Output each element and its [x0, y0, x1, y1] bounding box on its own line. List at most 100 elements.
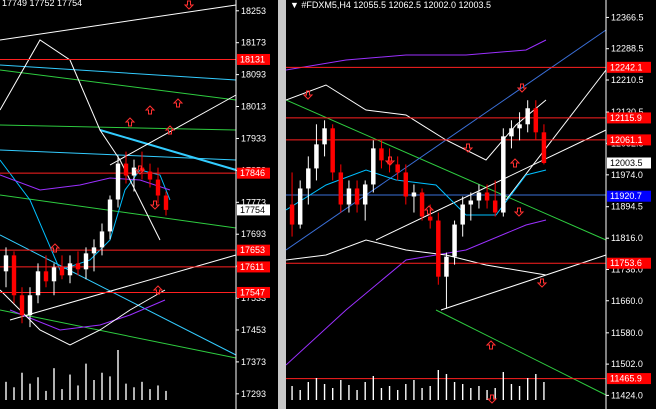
candle	[517, 112, 522, 141]
price-tag-bg	[607, 112, 651, 124]
candle	[411, 184, 417, 213]
arrow-down-icon	[384, 156, 396, 166]
candle-body	[395, 164, 400, 173]
price-tag-bg	[607, 190, 651, 202]
price-tag-label: 17611	[240, 262, 264, 272]
candle-body	[67, 263, 73, 276]
candle	[75, 251, 81, 276]
moving-average	[286, 39, 547, 71]
left-chart-window[interactable]: 17749 17752 17754 18253 18173 18093 18013 17…	[0, 0, 278, 409]
candle-body	[371, 148, 376, 185]
candle-body	[163, 195, 169, 210]
candle	[59, 255, 65, 280]
candle	[11, 251, 17, 304]
candle-body	[517, 124, 522, 129]
arrow-down-icon	[462, 143, 474, 153]
candle	[525, 100, 530, 133]
axis-tick-label: 17693	[241, 229, 266, 239]
trendline	[0, 69, 237, 101]
candle-body	[115, 163, 121, 200]
candle-body	[19, 295, 25, 316]
candle	[444, 252, 449, 309]
price-tag-label: 11920.7	[610, 191, 642, 201]
candle	[492, 180, 498, 217]
left-chart-header: 17749 17752 17754	[2, 0, 82, 8]
axis-tick-label: 12366.5	[611, 12, 644, 22]
arrow-up-icon	[144, 105, 156, 115]
price-level-tag: 12061.1	[607, 134, 651, 146]
trendline	[99, 129, 237, 171]
candle	[338, 164, 344, 213]
arrow-up-icon	[485, 340, 497, 350]
candle-body	[387, 160, 392, 165]
arrow-up-icon	[124, 117, 136, 127]
right-chart-window[interactable]: ▼ #FDXM5,H4 12055.5 12062.5 12002.0 1200…	[286, 0, 656, 409]
candle-body	[306, 168, 311, 189]
axis-tick-label: 11580.0	[611, 328, 643, 338]
price-tag-label: 17754	[240, 205, 265, 215]
trendline	[0, 194, 237, 229]
axis-tick-label: 18253	[241, 6, 266, 16]
candle	[371, 140, 376, 193]
left-chart-canvas[interactable]: 17749 17752 17754 18253 18173 18093 18013 17…	[0, 0, 278, 409]
price-level-tag: 18131	[237, 53, 270, 65]
candle-body	[379, 148, 384, 161]
price-tag-label: 12061.1	[610, 135, 643, 145]
arrow-up-icon	[423, 205, 435, 215]
right-price-axis: 12366.512288.512210.512130.512052.511974…	[606, 12, 644, 400]
candle-body	[155, 179, 161, 196]
candle	[346, 180, 352, 213]
left-volume-bars	[5, 350, 167, 400]
arrow-down-icon	[536, 278, 548, 288]
candle-body	[403, 172, 409, 197]
right-candles	[289, 100, 547, 309]
candle-body	[452, 224, 457, 257]
bollinger-band	[286, 239, 547, 276]
candle-body	[330, 128, 335, 173]
price-tag-bg	[607, 373, 651, 385]
candle	[322, 120, 327, 157]
arrow-down-icon	[486, 394, 498, 404]
candle	[379, 140, 384, 169]
candle-body	[297, 188, 303, 225]
axis-tick-label: 17453	[241, 325, 266, 335]
candle-body	[468, 200, 474, 205]
candle	[427, 204, 433, 229]
channel-line	[440, 254, 607, 311]
right-indicator-lines	[286, 29, 607, 396]
candle-body	[354, 188, 360, 205]
candle	[387, 148, 392, 173]
candle	[91, 239, 97, 272]
arrow-up-icon	[49, 243, 61, 253]
price-level-tag: 17611	[237, 261, 270, 273]
candle	[460, 196, 465, 237]
channel-line	[9, 254, 237, 321]
chart-splitter[interactable]	[278, 0, 286, 409]
right-chart-header: ▼ #FDXM5,H4 12055.5 12062.5 12002.0 1200…	[290, 0, 491, 10]
arrow-down-icon	[149, 200, 161, 210]
arrow-down-icon	[513, 207, 525, 217]
candle	[330, 124, 335, 181]
candle-body	[99, 231, 105, 248]
axis-tick-label: 17933	[241, 133, 266, 143]
right-chart-canvas[interactable]: ▼ #FDXM5,H4 12055.5 12062.5 12002.0 1200…	[286, 0, 656, 409]
candle	[468, 192, 474, 221]
candle	[314, 124, 319, 181]
candle-body	[476, 192, 482, 201]
candle	[403, 164, 409, 205]
channel-line	[505, 69, 607, 201]
candle-body	[322, 128, 327, 145]
arrow-up-icon	[509, 158, 521, 168]
candle-body	[75, 263, 81, 270]
trendline	[0, 124, 237, 131]
candle-body	[51, 267, 57, 282]
candle	[395, 156, 400, 181]
candle	[155, 167, 161, 204]
candle-body	[533, 108, 539, 133]
left-price-tags: 18131 17846 17754 17653 17611 17547	[237, 53, 270, 298]
axis-tick-label: 18093	[241, 70, 266, 80]
candle	[297, 180, 303, 229]
axis-tick-label: 17533	[241, 293, 266, 303]
candle-body	[492, 200, 498, 213]
candle	[306, 156, 311, 205]
